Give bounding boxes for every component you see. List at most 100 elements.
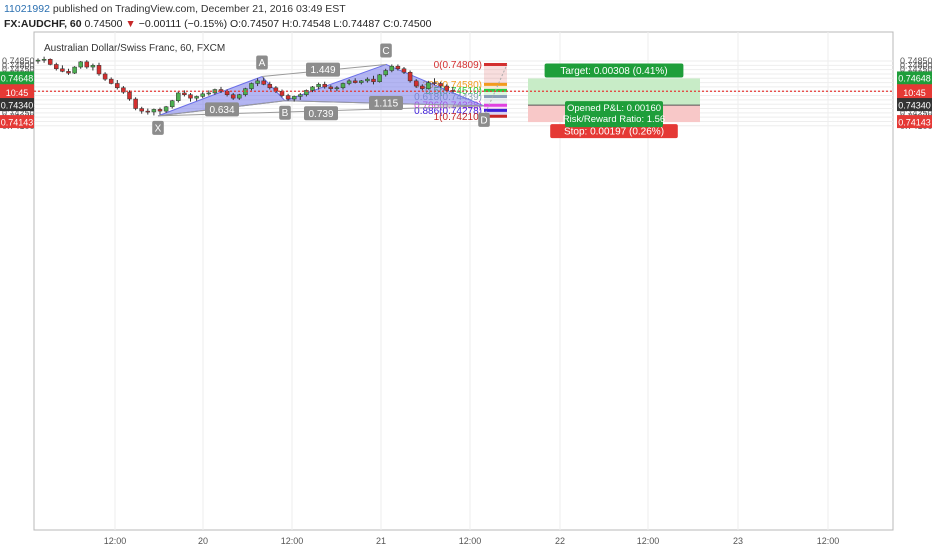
fib-level-label: 0.786(0.74338) <box>414 101 482 112</box>
candle-body <box>285 95 291 100</box>
price-badge <box>0 85 34 99</box>
publish-info: 11021992 published on TradingView.com, D… <box>4 3 346 15</box>
price-badge-label: 0.74648 <box>898 74 931 84</box>
candle-body <box>401 68 407 73</box>
candle-body <box>182 92 187 95</box>
candle-body <box>365 78 370 82</box>
price-badge-label: 10:45 <box>6 88 29 98</box>
candle-body <box>310 86 315 91</box>
candle-body <box>108 78 114 84</box>
rr-label: Risk/Reward Ratio: 1.56 <box>563 114 665 125</box>
pattern-point-x-box <box>152 120 164 135</box>
price-tick-right: 0.74800 <box>900 60 932 70</box>
price-badge <box>0 71 34 85</box>
time-tick: 12:00 <box>817 536 840 546</box>
pattern-point-d: D <box>480 115 487 126</box>
pattern-point-d-box <box>478 112 490 127</box>
fib-trend-line <box>483 64 508 117</box>
stop-label-box <box>550 124 678 139</box>
candle-body <box>304 90 309 95</box>
price-badge-label: 0.74340 <box>898 100 931 110</box>
price-tick-right: 0.74250 <box>900 108 932 118</box>
candle-body <box>389 65 395 71</box>
candle-body <box>176 92 181 101</box>
pnl-label: Opened P&L: 0.00160 <box>567 103 661 114</box>
fib-zone <box>484 110 507 117</box>
symbol[interactable]: FX:AUDCHF, 60 <box>4 18 82 30</box>
candle-body <box>407 71 413 82</box>
fib-level-label: 1(0.74210) <box>434 112 482 123</box>
candle-body <box>66 71 71 74</box>
candle-body <box>90 65 96 68</box>
fib-level-label: 0(0.74809) <box>434 60 482 71</box>
candle-body <box>133 98 138 109</box>
ratio-label: 0.739 <box>308 109 333 120</box>
symbol-info: FX:AUDCHF, 60 0.74500 ▼ −0.00111 (−0.15%… <box>4 18 431 30</box>
candle-body <box>261 80 266 85</box>
candle-body <box>316 84 321 88</box>
candle-body <box>322 84 327 88</box>
candle-body <box>383 70 388 76</box>
candle-body <box>352 80 358 83</box>
price-badge <box>0 115 34 129</box>
candle-body <box>115 83 120 89</box>
ratio-label: 1.449 <box>310 65 335 76</box>
time-tick: 21 <box>376 536 386 546</box>
target-label: Target: 0.00308 (0.41%) <box>560 66 667 77</box>
candle-body <box>218 89 224 92</box>
author-name[interactable]: 11021992 <box>4 3 50 15</box>
pnl-box <box>565 101 663 128</box>
candle-body <box>267 84 273 89</box>
last-price: 0.74500 <box>84 18 123 30</box>
down-arrow-icon: ▼ <box>125 18 136 30</box>
candle-body <box>438 83 443 87</box>
candle-body <box>102 73 108 80</box>
candle-body <box>169 100 175 108</box>
candle-body <box>340 83 346 89</box>
time-tick: 12:00 <box>637 536 660 546</box>
candle-body <box>84 61 90 68</box>
candle-body <box>237 94 242 99</box>
candle-body <box>255 80 260 84</box>
candle-body <box>346 80 352 84</box>
candle-body <box>194 96 199 99</box>
ratio-label-box <box>369 95 403 110</box>
candle-body <box>334 87 340 90</box>
candle-body <box>188 94 193 99</box>
price-badge-label: 10:45 <box>903 88 926 98</box>
ratio-label: 1.115 <box>374 98 399 109</box>
publish-text: published on TradingView.com, December 2… <box>49 3 346 15</box>
ohlc-values: O:0.74507 H:0.74548 L:0.74487 C:0.74500 <box>230 18 432 30</box>
candle-body <box>395 65 401 70</box>
price-tick-left: 0.74750 <box>2 65 35 75</box>
price-badge-label: 0.74143 <box>1 117 34 127</box>
target-label-box <box>544 63 684 78</box>
stop-label: Stop: 0.00197 (0.26%) <box>564 127 664 138</box>
pattern-point-c-box <box>380 43 392 58</box>
fib-level-label: 0.886(0.74278) <box>414 106 482 117</box>
candle-body <box>47 59 53 65</box>
pattern-point-b-box <box>279 105 291 120</box>
candle-body <box>35 59 41 62</box>
candle-body <box>54 64 59 70</box>
pattern-point-a: A <box>259 58 266 69</box>
time-tick: 12:00 <box>104 536 127 546</box>
time-tick: 22 <box>555 536 565 546</box>
candle-body <box>60 68 65 72</box>
candle-body <box>432 82 437 84</box>
price-tick-right: 0.74850 <box>900 56 932 66</box>
price-tick-left: 0.74800 <box>2 60 35 70</box>
candle-body <box>444 85 449 91</box>
time-tick: 23 <box>733 536 743 546</box>
price-tick-left: 0.74250 <box>2 108 35 118</box>
pattern-point-c: C <box>382 46 389 57</box>
candle-body <box>426 82 431 89</box>
candle-body <box>121 87 126 93</box>
fib-zone <box>484 105 507 111</box>
price-badge <box>897 71 932 85</box>
candle-body <box>298 94 303 97</box>
candle-body <box>163 106 169 112</box>
candle-body <box>249 83 254 89</box>
fib-zone <box>484 64 507 85</box>
